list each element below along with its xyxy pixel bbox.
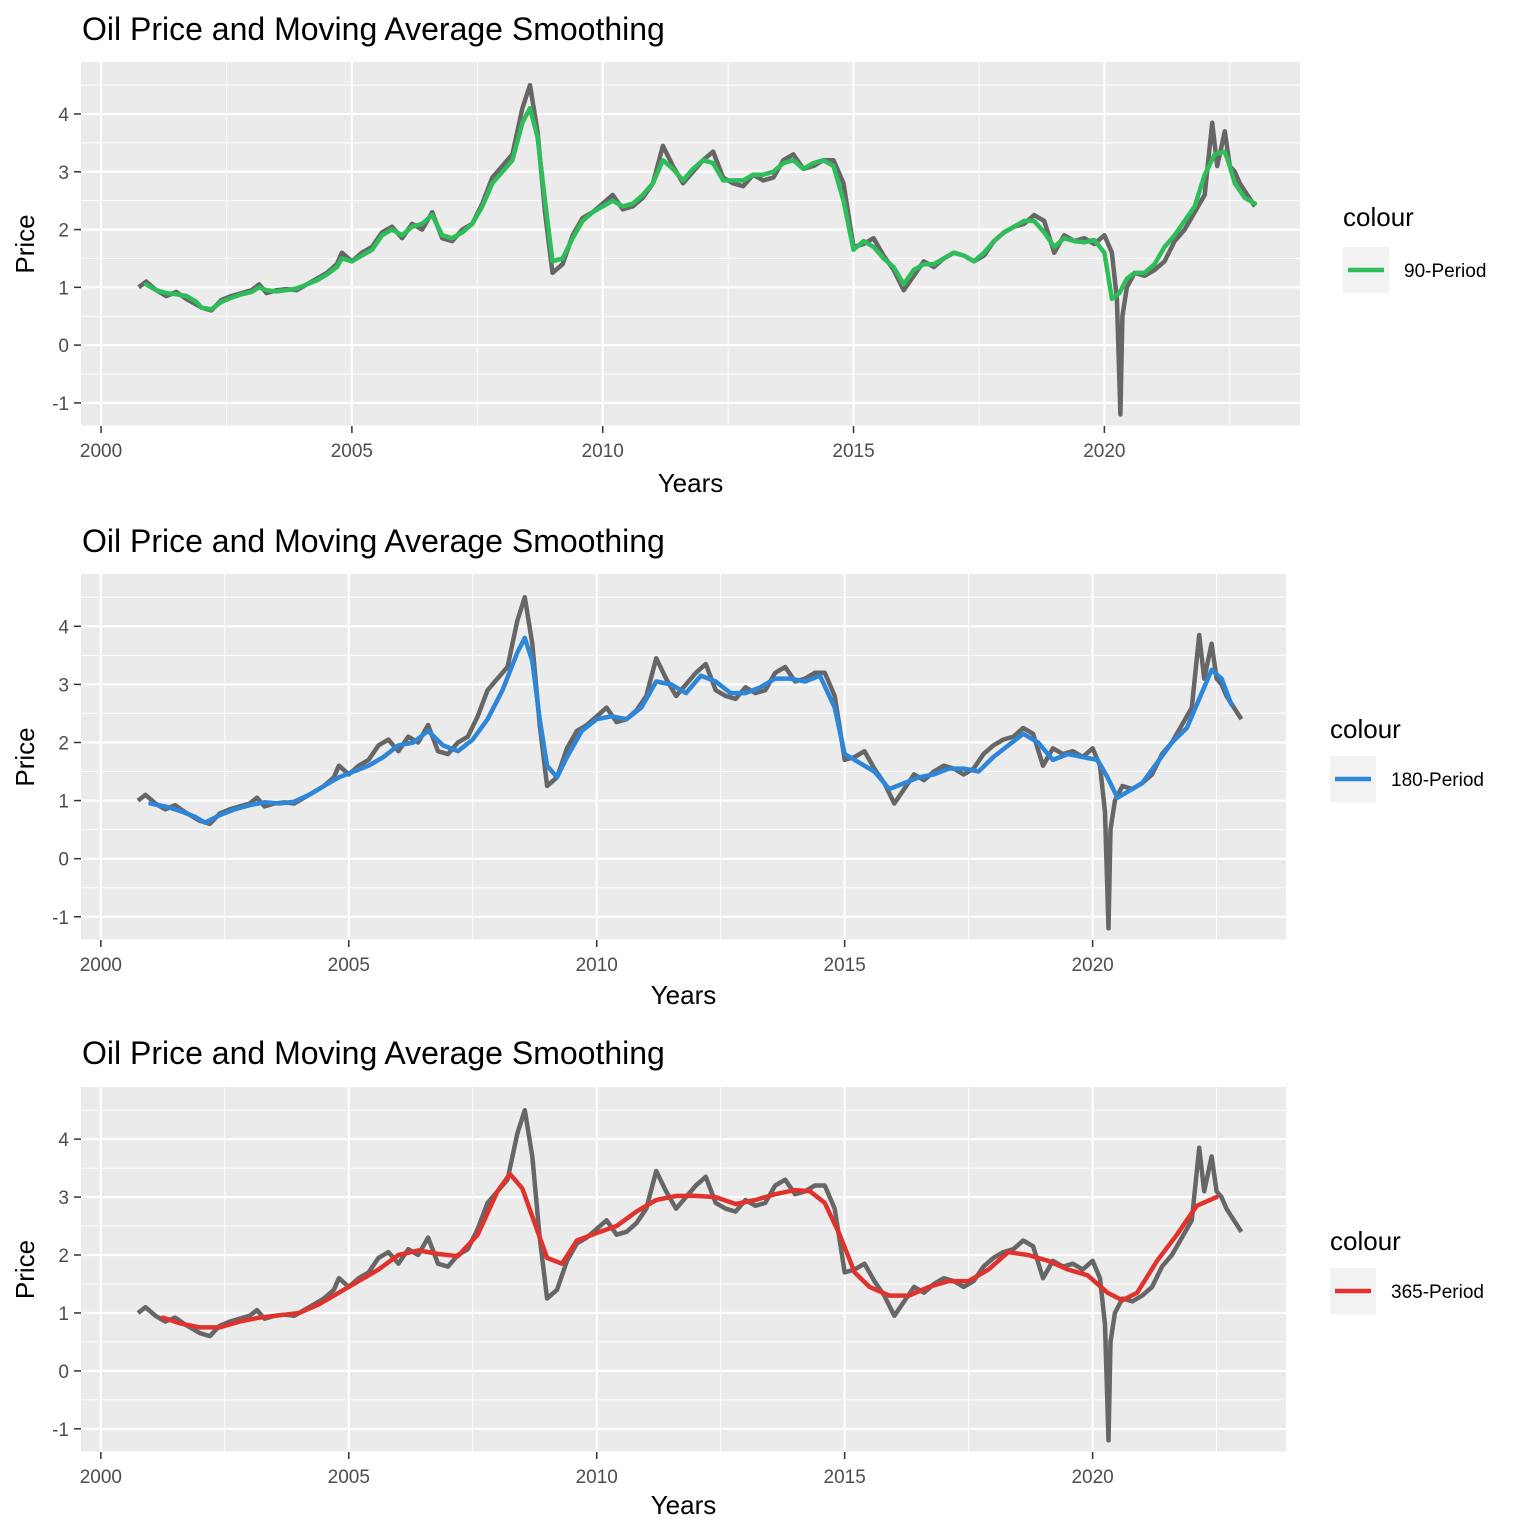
y-tick-label: 2 [58, 1246, 69, 1267]
y-tick-label: 3 [58, 163, 69, 184]
x-tick-label: 2000 [80, 441, 122, 462]
chart-panel-2: Oil Price and Moving Average Smoothing -1… [10, 523, 1484, 1010]
y-axis: -1 0 1 2 3 4 [52, 105, 81, 415]
y-tick-label: 1 [58, 278, 69, 299]
y-tick-label: 3 [58, 675, 69, 696]
x-axis-title: Years [651, 1490, 717, 1520]
x-tick-label: 2010 [576, 955, 618, 976]
legend-label: 365-Period [1391, 1282, 1484, 1303]
y-axis: -1 0 1 2 3 4 [52, 617, 81, 929]
legend: colour 180-Period [1330, 714, 1484, 802]
y-tick-label: 1 [58, 792, 69, 813]
legend-label: 180-Period [1391, 770, 1484, 791]
legend-title: colour [1330, 1226, 1401, 1256]
y-tick-label: 2 [58, 733, 69, 754]
y-axis-title: Price [10, 727, 40, 786]
legend-title: colour [1343, 202, 1414, 232]
legend: colour 90-Period [1343, 202, 1486, 293]
y-axis-title: Price [10, 214, 40, 273]
x-tick-label: 2020 [1071, 955, 1113, 976]
y-tick-label: -1 [52, 1420, 69, 1441]
y-axis-title: Price [10, 1240, 40, 1299]
x-tick-label: 2020 [1083, 441, 1125, 462]
y-tick-label: 0 [58, 336, 69, 357]
x-tick-label: 2020 [1071, 1467, 1113, 1488]
y-tick-label: 4 [58, 617, 69, 638]
y-tick-label: 0 [58, 1362, 69, 1383]
x-tick-label: 2000 [80, 955, 122, 976]
x-tick-label: 2005 [328, 1467, 370, 1488]
x-tick-label: 2010 [576, 1467, 618, 1488]
y-tick-label: 4 [58, 105, 69, 126]
x-axis-title: Years [658, 468, 724, 498]
moving-average-line [143, 105, 1258, 312]
y-tick-label: 4 [58, 1130, 69, 1151]
x-tick-label: 2005 [328, 955, 370, 976]
x-axis: 2000 2005 2010 2015 2020 [80, 426, 1125, 462]
x-axis: 2000 2005 2010 2015 2020 [80, 940, 1114, 976]
y-tick-label: 3 [58, 1188, 69, 1209]
moving-average-line [148, 635, 1234, 825]
x-tick-label: 2015 [824, 955, 866, 976]
chart-title: Oil Price and Moving Average Smoothing [82, 1035, 665, 1071]
chart-panel-1: Oil Price and Moving Average Smoothing -1… [10, 11, 1486, 498]
chart-panel-3: Oil Price and Moving Average Smoothing -1… [10, 1035, 1484, 1520]
legend-title: colour [1330, 714, 1401, 744]
x-tick-label: 2000 [80, 1467, 122, 1488]
x-tick-label: 2015 [832, 441, 874, 462]
y-tick-label: 0 [58, 850, 69, 871]
y-tick-label: -1 [52, 394, 69, 415]
x-tick-label: 2005 [331, 441, 373, 462]
legend: colour 365-Period [1330, 1226, 1484, 1314]
x-tick-label: 2010 [582, 441, 624, 462]
y-tick-label: -1 [52, 908, 69, 929]
x-tick-label: 2015 [824, 1467, 866, 1488]
price-series-line [136, 1107, 1244, 1443]
chart-title: Oil Price and Moving Average Smoothing [82, 11, 665, 47]
chart-title: Oil Price and Moving Average Smoothing [82, 523, 665, 559]
y-tick-label: 1 [58, 1304, 69, 1325]
moving-average-line [160, 1171, 1219, 1330]
x-axis-title: Years [651, 980, 717, 1010]
x-axis: 2000 2005 2010 2015 2020 [80, 1452, 1114, 1488]
legend-label: 90-Period [1404, 261, 1486, 282]
y-axis: -1 0 1 2 3 4 [52, 1130, 81, 1441]
y-tick-label: 2 [58, 221, 69, 242]
